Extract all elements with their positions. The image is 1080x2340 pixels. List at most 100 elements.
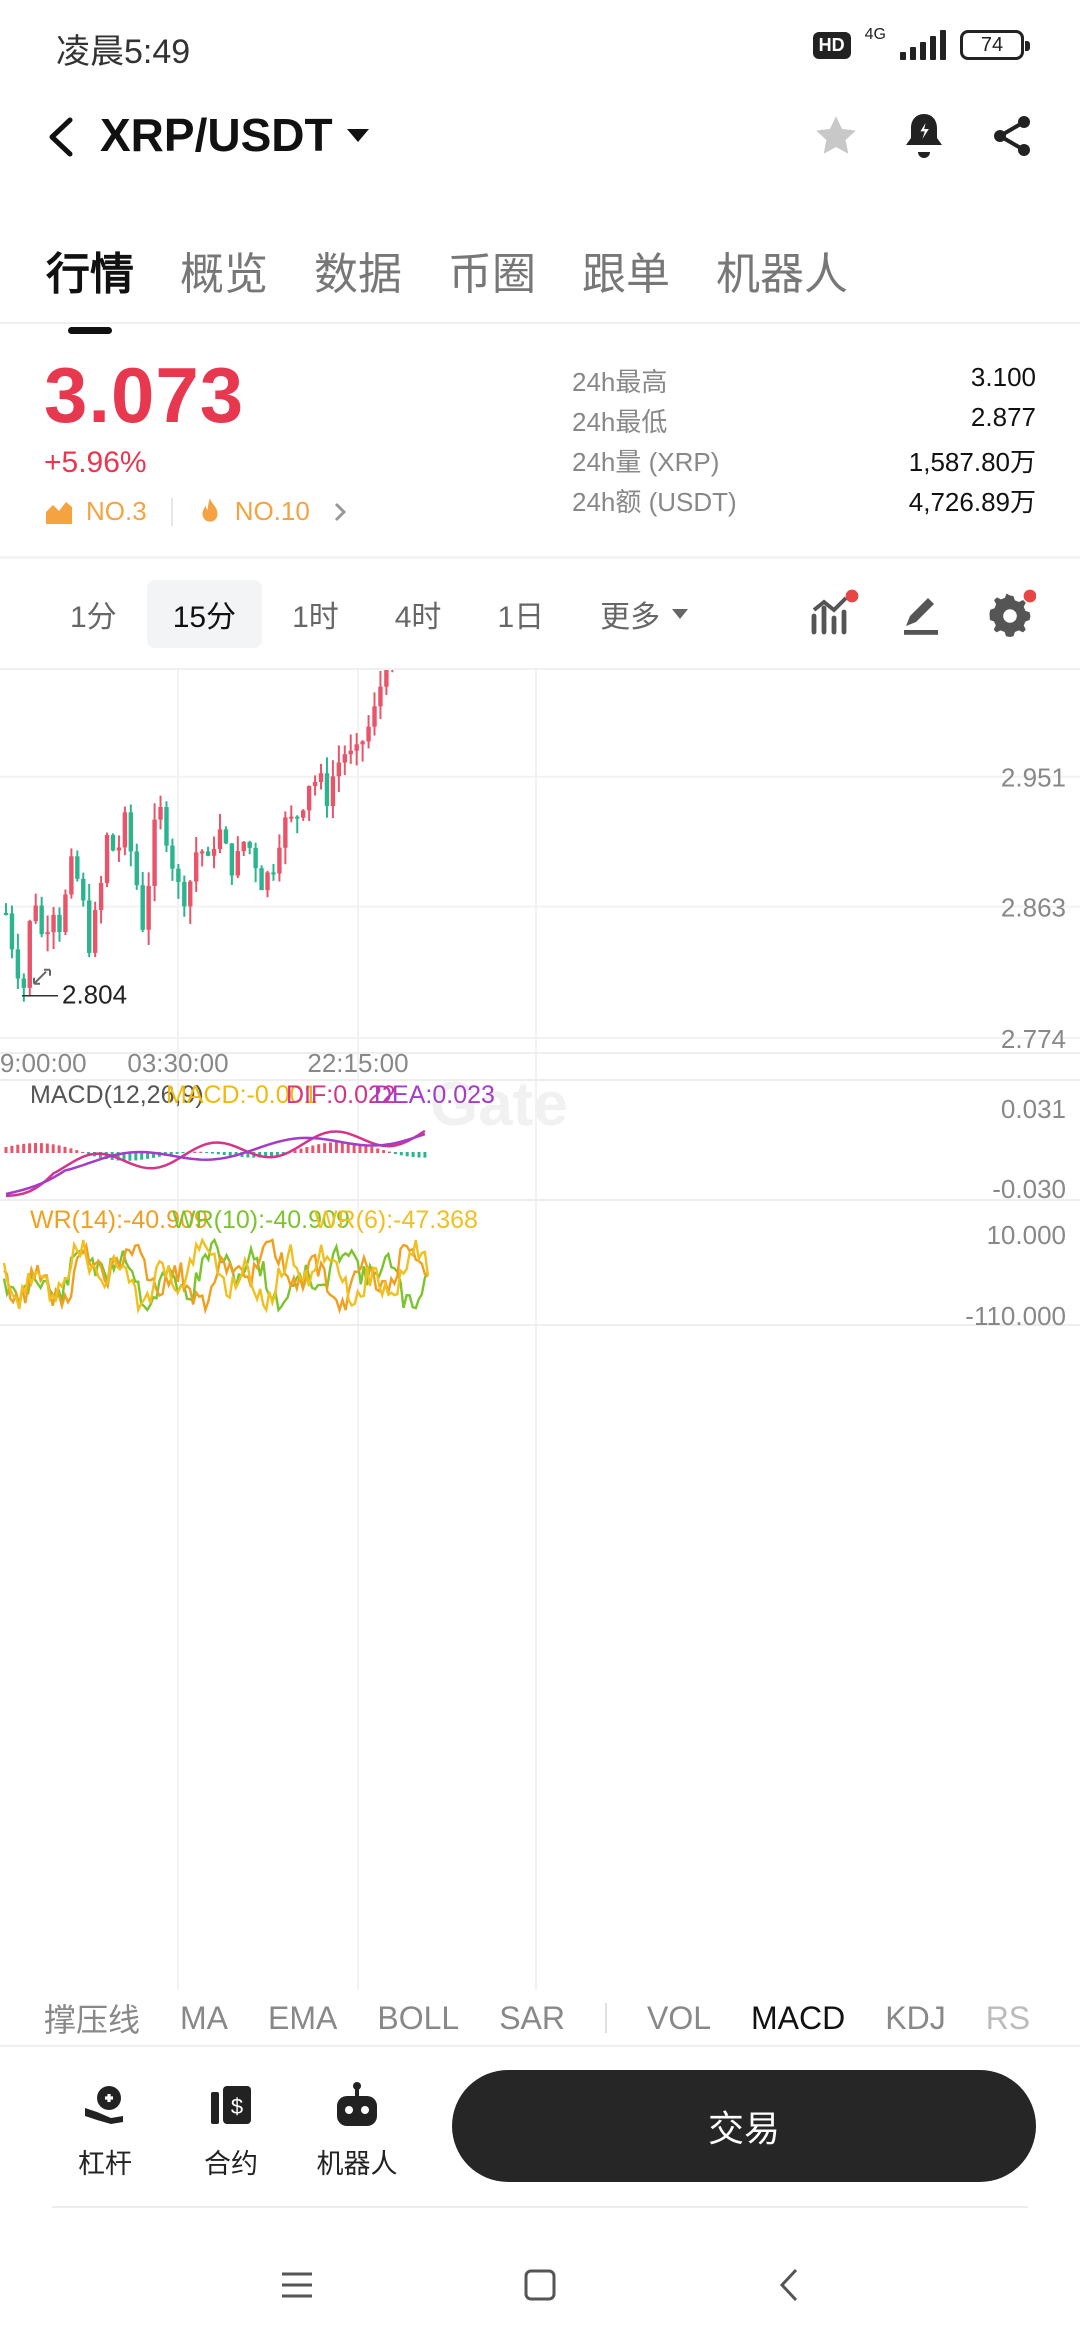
rank-gain: NO.3 <box>86 496 147 526</box>
chevron-right-icon <box>334 502 346 521</box>
time-tick-label: 22:15:00 <box>307 1048 408 1078</box>
ind-ema[interactable]: EMA <box>268 1999 338 2036</box>
candle-body <box>336 762 342 777</box>
share-button[interactable] <box>984 108 1040 164</box>
macd-histogram-bar <box>423 1152 427 1158</box>
action-divider <box>0 2045 1080 2047</box>
candle-body <box>241 841 246 852</box>
chart-settings-button[interactable] <box>984 588 1037 640</box>
tab-data[interactable]: 数据 <box>314 250 402 299</box>
interval-bar: 1分 15分 1时 4时 1日 更多 <box>44 580 718 648</box>
macd-histogram-bar <box>128 1152 132 1161</box>
candle-body <box>87 900 92 953</box>
candle-body <box>318 773 324 782</box>
candle-body <box>193 852 199 882</box>
candle-body <box>259 868 264 891</box>
macd-tick-label: -0.030 <box>992 1174 1066 1204</box>
dea-line <box>5 1132 426 1196</box>
macd-histogram-bar <box>63 1146 67 1153</box>
macd-legend-label: DIF:0.022 <box>286 1081 396 1109</box>
dif-line <box>5 1129 426 1198</box>
ind-macd[interactable]: MACD <box>751 1999 846 2036</box>
shortcut-label: 杠杆 <box>78 2149 132 2179</box>
tab-bot[interactable]: 机器人 <box>716 250 848 299</box>
ind-boll[interactable]: BOLL <box>377 1999 460 2036</box>
rank-badges[interactable]: NO.3 NO.10 <box>44 496 350 527</box>
candle-body <box>164 807 169 846</box>
candle-body <box>9 913 15 950</box>
candle-body <box>75 856 80 879</box>
rank-hot: NO.10 <box>234 496 310 526</box>
candle-body <box>92 910 98 953</box>
indicator-button[interactable] <box>808 588 860 640</box>
interval-1m[interactable]: 1分 <box>70 601 117 634</box>
ind-kdj[interactable]: KDJ <box>885 1999 946 2036</box>
favorite-star-button[interactable] <box>808 108 864 164</box>
shortcut-label: 合约 <box>204 2149 258 2179</box>
shortcut-label: 机器人 <box>316 2149 398 2179</box>
trade-button[interactable]: 交易 <box>452 2070 1036 2182</box>
leverage-icon <box>85 2086 123 2124</box>
macd-histogram-bar <box>87 1152 91 1155</box>
interval-more[interactable]: 更多 <box>574 580 714 648</box>
candle-body <box>289 816 294 819</box>
macd-histogram-bar <box>205 1152 209 1154</box>
interval-15m[interactable]: 15分 <box>146 580 263 648</box>
chevron-left-icon <box>49 117 73 157</box>
candle-body <box>39 905 44 935</box>
ind-support-resistance[interactable]: 撑压线 <box>44 2002 141 2038</box>
candle-body <box>330 776 336 806</box>
contract-shortcut[interactable]: $ 合约 <box>176 2080 286 2181</box>
battery-level: 74 <box>980 33 1004 56</box>
interval-4h[interactable]: 4时 <box>394 601 442 634</box>
bot-shortcut[interactable]: 机器人 <box>302 2080 412 2181</box>
candle-body <box>366 726 371 742</box>
ind-vol[interactable]: VOL <box>646 1999 712 2036</box>
tab-overview[interactable]: 概览 <box>180 250 268 299</box>
candle-body <box>176 868 181 882</box>
stat-label: 24h最低 <box>572 407 668 437</box>
macd-histogram-bar <box>181 1152 185 1154</box>
candle-body <box>81 878 86 901</box>
back-button[interactable] <box>42 112 82 162</box>
macd-histogram-bar <box>405 1152 409 1157</box>
pair-selector[interactable]: XRP/USDT <box>100 108 369 162</box>
nav-separator <box>52 2206 1028 2208</box>
interval-1h[interactable]: 1时 <box>292 601 339 634</box>
signal-icon <box>900 30 946 60</box>
macd-histogram-bar <box>305 1147 309 1153</box>
interval-1d[interactable]: 1日 <box>497 601 545 634</box>
macd-histogram-bar <box>323 1143 327 1153</box>
macd-histogram-bar <box>57 1145 61 1153</box>
ind-rsi[interactable]: RS <box>985 1999 1031 2036</box>
indicator-chart-icon <box>811 589 859 635</box>
candle-body <box>205 851 211 856</box>
macd-histogram-bar <box>193 1151 197 1153</box>
macd-histogram-bar <box>146 1152 150 1159</box>
candle-body <box>342 754 347 763</box>
drawing-tool-button[interactable] <box>896 588 948 640</box>
stat-row-volume: 24h量 (XRP) 1,587.80万 <box>572 442 1036 482</box>
candle-body <box>265 872 270 891</box>
macd-histogram-bar <box>334 1142 338 1153</box>
macd-histogram-bar <box>175 1152 179 1154</box>
stat-row-low: 24h最低 2.877 <box>572 402 1036 442</box>
macd-histogram-bar <box>311 1145 315 1153</box>
macd-histogram-bar <box>329 1142 332 1153</box>
candle-body <box>104 834 110 883</box>
ind-sar[interactable]: SAR <box>499 1999 565 2036</box>
leverage-shortcut[interactable]: 杠杆 <box>50 2080 160 2181</box>
tab-copy-trade[interactable]: 跟单 <box>582 250 670 299</box>
macd-histogram-bar <box>352 1143 356 1153</box>
price-alert-button[interactable] <box>896 108 952 164</box>
candle-body <box>3 913 9 916</box>
ind-ma[interactable]: MA <box>180 1999 229 2036</box>
macd-histogram-bar <box>388 1151 391 1153</box>
tab-market[interactable]: 行情 <box>46 238 134 334</box>
tab-community[interactable]: 币圈 <box>448 250 536 299</box>
trend-rank-icon <box>46 501 72 524</box>
wr-legend-label: WR(10):-40.909 <box>172 1206 350 1234</box>
candle-body <box>247 841 252 848</box>
